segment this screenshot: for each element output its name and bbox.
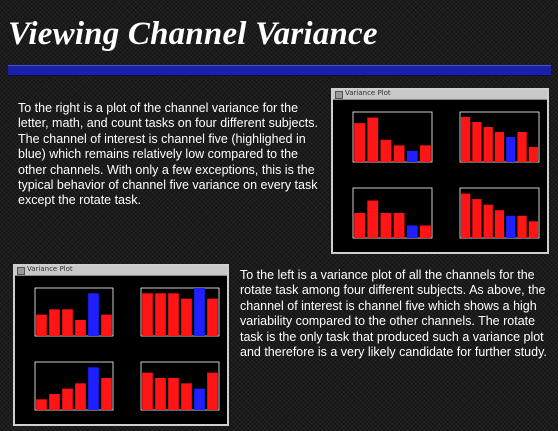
figure-window-title: Variance Plot [345, 89, 391, 97]
variance-plot-1-svg [352, 111, 540, 239]
subplot-3 [34, 361, 114, 411]
slide-title: Viewing Channel Variance [8, 16, 378, 52]
bar [354, 213, 365, 238]
bar [380, 213, 392, 238]
axes-box [140, 287, 220, 337]
bar [472, 122, 482, 162]
bar [367, 200, 379, 238]
bar [393, 145, 405, 162]
bar [393, 213, 405, 238]
bar [181, 383, 192, 410]
bar [142, 293, 153, 336]
bar [75, 383, 86, 410]
title-underline-bar [8, 65, 551, 76]
axes-box [352, 187, 433, 239]
highlight-bar [406, 225, 418, 238]
highlight-bar [194, 388, 205, 410]
highlight-bar [194, 288, 205, 336]
variance-plot-figure-2: Variance Plot [13, 264, 229, 426]
subplot-4 [140, 361, 220, 411]
bar [168, 293, 179, 336]
bar [420, 145, 431, 162]
highlight-bar [506, 215, 516, 238]
highlight-bar [88, 293, 99, 336]
bar [483, 204, 493, 238]
bar [354, 123, 365, 162]
bar [461, 193, 471, 238]
bar [155, 378, 166, 410]
bar [483, 127, 493, 162]
subplot-1 [34, 287, 114, 337]
bar [168, 378, 179, 410]
bar [181, 298, 192, 336]
description-paragraph-top: To the right is a plot of the channel va… [18, 101, 318, 208]
axes-box [140, 361, 220, 411]
bar [517, 215, 527, 238]
bar [528, 221, 538, 238]
window-close-icon[interactable] [17, 267, 25, 275]
axes-box [34, 287, 114, 337]
bar [367, 117, 379, 162]
subplot-2 [140, 287, 220, 337]
bar [494, 210, 505, 238]
bar [207, 298, 218, 336]
bar [517, 132, 527, 162]
variance-plot-figure-1: Variance Plot [331, 88, 549, 254]
bar [36, 314, 47, 336]
bar [62, 388, 73, 410]
bar [155, 293, 166, 336]
subplot-4 [459, 187, 540, 239]
bar [75, 320, 86, 336]
bar [380, 139, 392, 162]
bar [142, 372, 153, 410]
figure-window-title: Variance Plot [27, 265, 73, 273]
bar [101, 378, 112, 410]
window-close-icon[interactable] [335, 91, 343, 99]
bar [101, 314, 112, 336]
figure-title-bar: Variance Plot [333, 89, 547, 100]
bar [528, 147, 538, 162]
bar [494, 132, 505, 162]
bar [472, 199, 482, 238]
axes-box [34, 361, 114, 411]
subplot-1 [352, 111, 433, 163]
highlight-bar [506, 137, 516, 162]
subplot-3 [352, 187, 433, 239]
description-paragraph-bottom: To the left is a variance plot of all th… [240, 268, 547, 360]
bar [207, 372, 218, 410]
bar [420, 225, 431, 238]
axes-box [352, 111, 433, 163]
highlight-bar [406, 150, 418, 162]
figure-title-bar: Variance Plot [15, 265, 227, 276]
bar [461, 117, 471, 162]
bar [36, 399, 47, 410]
bar [49, 309, 60, 336]
bar [62, 309, 73, 336]
subplot-2 [459, 111, 540, 163]
highlight-bar [88, 367, 99, 410]
bar [49, 394, 60, 410]
variance-plot-2-svg [34, 287, 220, 411]
